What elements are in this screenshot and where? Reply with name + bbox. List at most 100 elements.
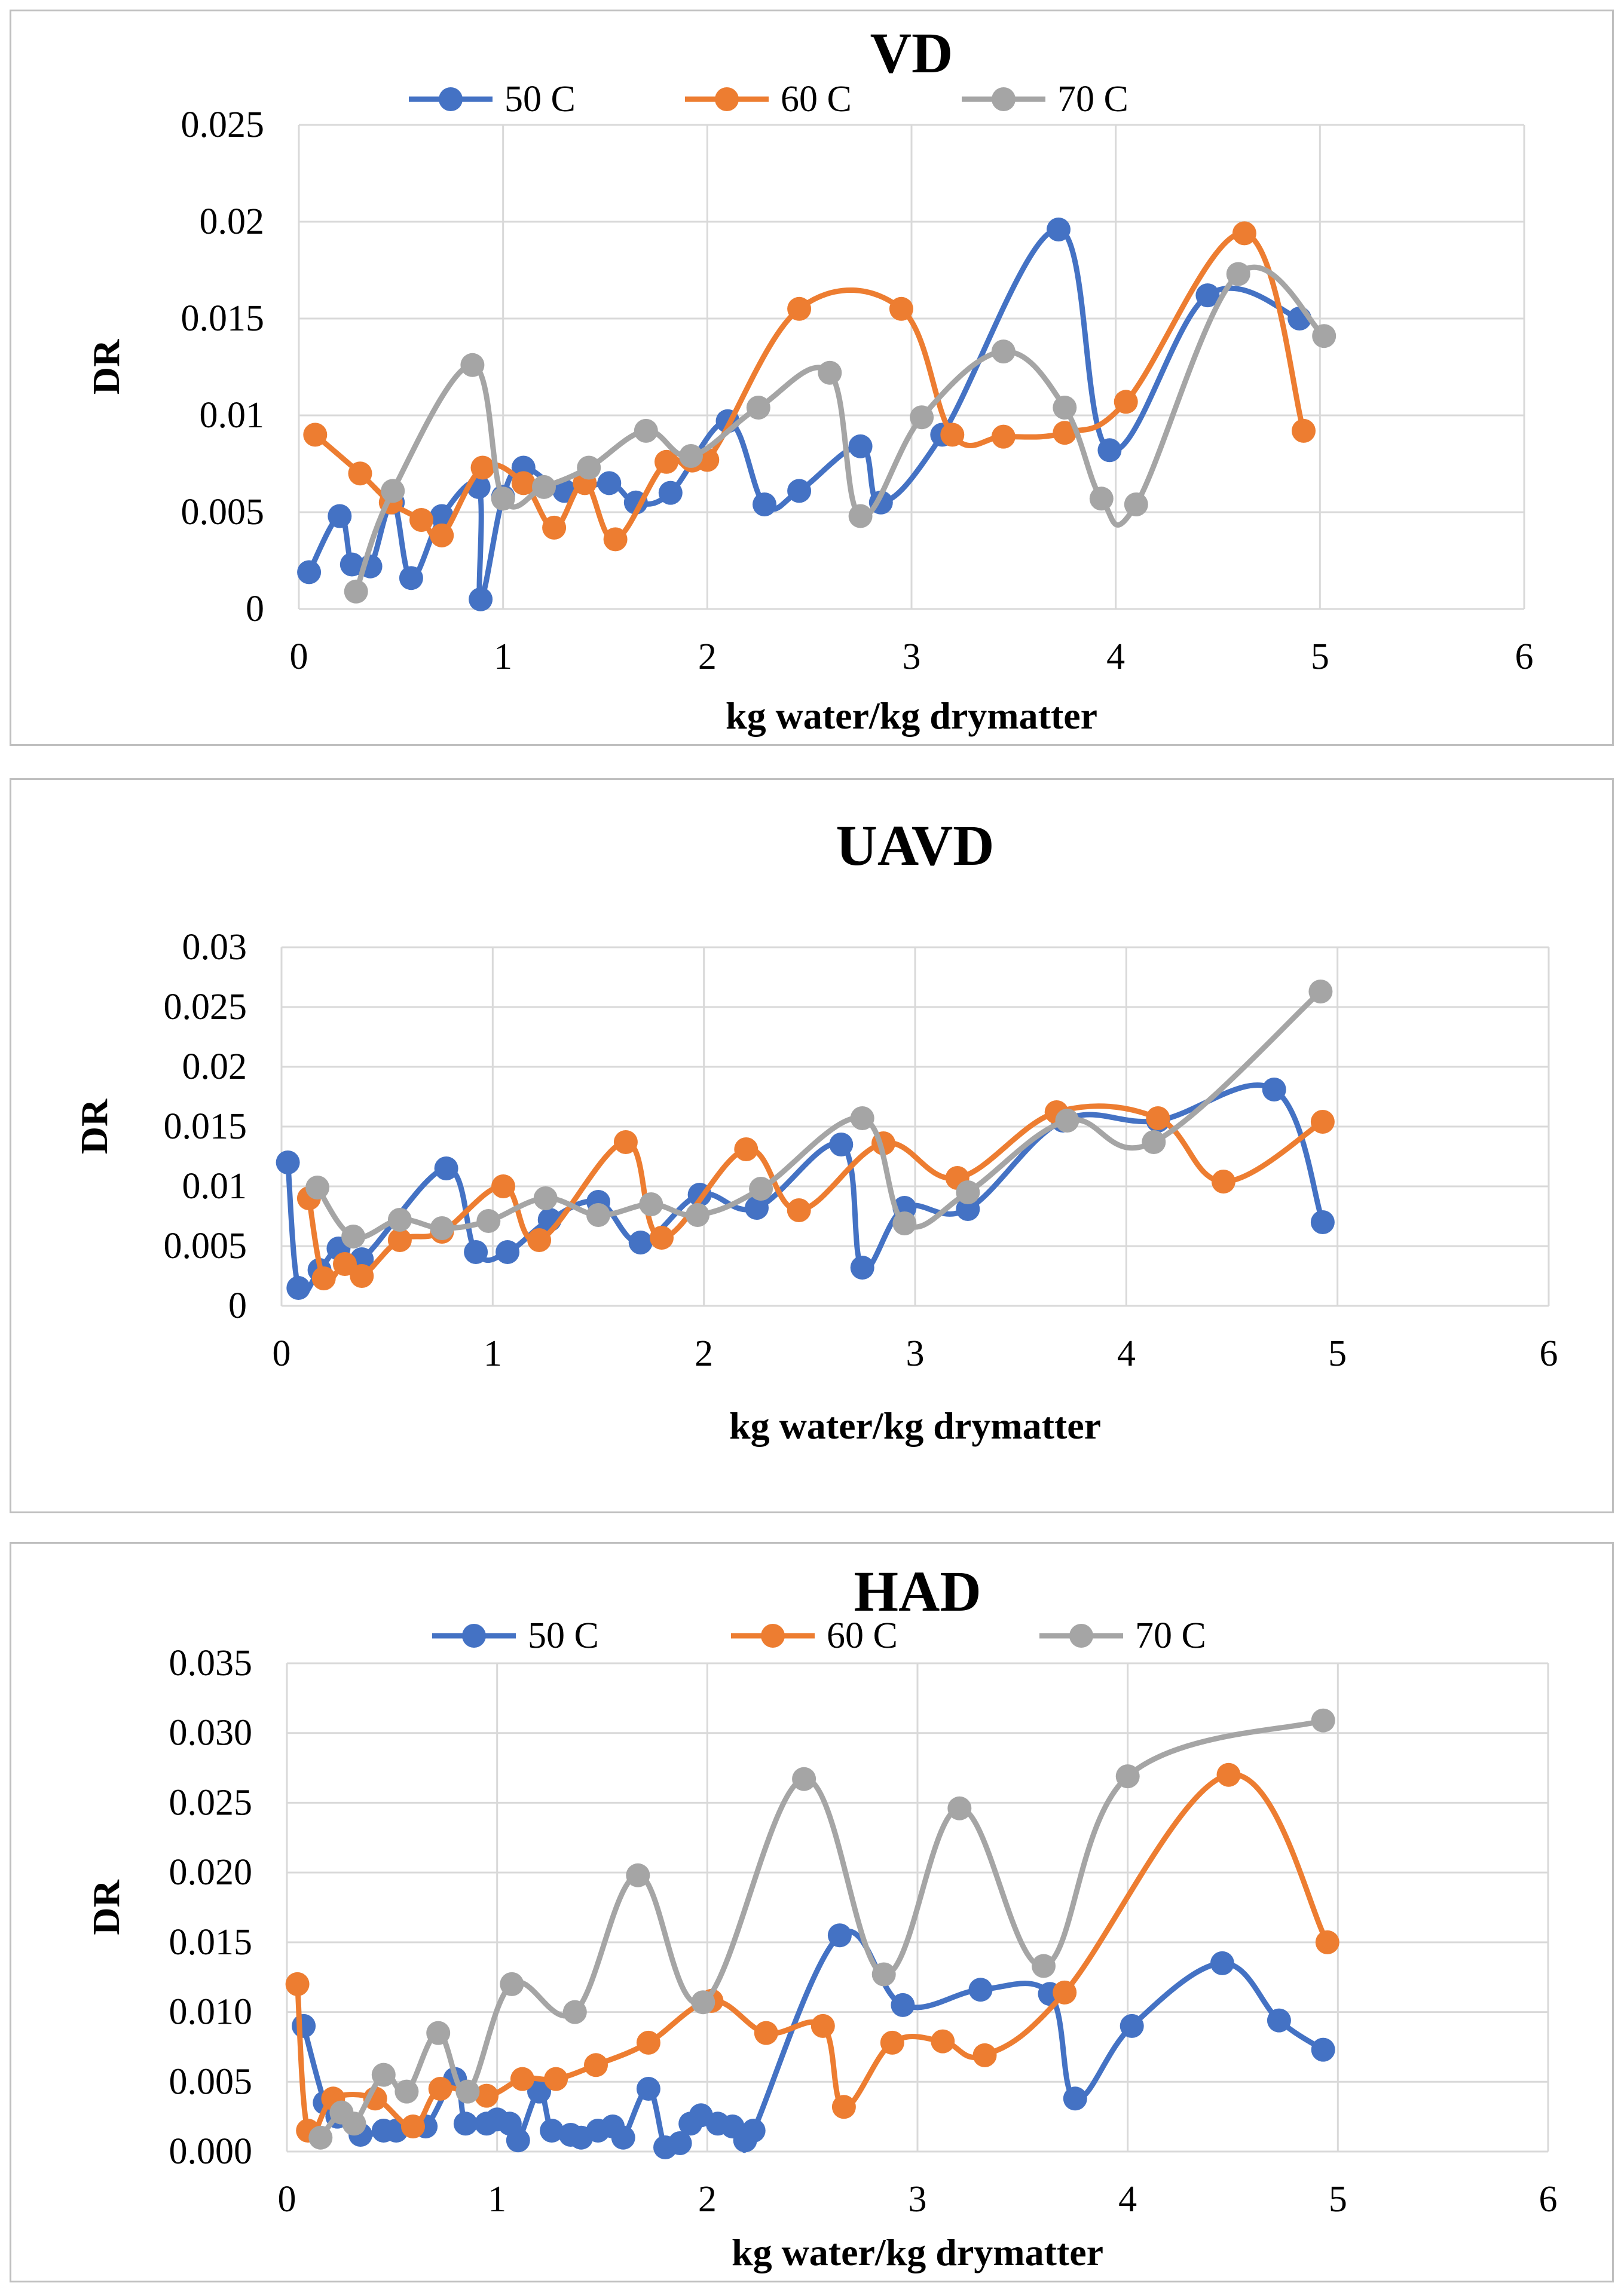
data-point <box>658 481 683 505</box>
data-point <box>577 455 601 480</box>
y-tick-label: 0.000 <box>169 2131 253 2172</box>
y-tick-label: 0.015 <box>181 298 265 339</box>
data-point <box>426 2021 451 2045</box>
data-point <box>792 1767 816 1791</box>
data-point <box>1114 390 1138 414</box>
y-tick-label: 0.005 <box>181 492 265 533</box>
data-point <box>1312 324 1336 348</box>
y-tick-label: 0.02 <box>200 201 265 242</box>
data-point <box>787 1198 811 1222</box>
data-point <box>603 527 628 552</box>
x-tick-label: 0 <box>290 637 308 677</box>
data-point <box>871 1962 896 1987</box>
data-point <box>342 2112 366 2136</box>
y-axis-title: DR <box>85 1880 127 1935</box>
data-point <box>850 1106 874 1130</box>
data-point <box>734 1137 759 1161</box>
x-tick-label: 5 <box>1328 1333 1347 1374</box>
data-point <box>910 405 934 430</box>
x-tick-label: 1 <box>494 637 512 677</box>
x-tick-label: 6 <box>1540 1333 1558 1374</box>
data-point <box>344 579 368 604</box>
data-point <box>1310 1110 1335 1134</box>
data-point <box>1120 2013 1144 2038</box>
chart-vd: 0 0.005 0.01 0.015 0.02 0.025 0 1 2 3 4 5 6 kg water/… <box>10 10 1614 746</box>
x-tick-label: 4 <box>1106 637 1125 677</box>
data-point <box>1267 2008 1291 2033</box>
data-point <box>1211 1170 1235 1194</box>
y-axis-title: DR <box>73 1098 115 1154</box>
x-tick-label: 2 <box>695 1333 713 1374</box>
data-point <box>276 1150 300 1174</box>
y-tick-label: 0.035 <box>169 1643 253 1684</box>
data-point <box>818 360 842 385</box>
x-axis-title: kg water/kg drymatter <box>729 1404 1101 1447</box>
x-tick-label: 3 <box>903 637 921 677</box>
data-point <box>562 2000 587 2024</box>
x-tick-label: 5 <box>1329 2179 1347 2220</box>
data-point <box>628 1231 653 1254</box>
data-point <box>1315 1930 1339 1954</box>
legend-label: 60 C <box>827 1615 898 1656</box>
data-point <box>1311 1708 1335 1733</box>
data-point <box>527 2079 551 2104</box>
data-point <box>636 2030 660 2055</box>
legend-label: 70 C <box>1135 1615 1206 1656</box>
data-point <box>428 2077 452 2101</box>
data-point <box>1142 1130 1166 1154</box>
x-tick-label: 6 <box>1515 637 1534 677</box>
data-point <box>340 552 364 577</box>
data-point <box>1311 2037 1335 2062</box>
data-point <box>746 396 770 420</box>
y-tick-label: 0.025 <box>181 105 265 145</box>
series-line-0 <box>306 227 1302 602</box>
data-point <box>496 1240 520 1264</box>
data-point <box>586 1203 610 1227</box>
legend-label: 50 C <box>528 1615 599 1656</box>
legend-label: 50 C <box>504 79 576 120</box>
y-tick-label: 0.03 <box>182 927 247 968</box>
chart-title: UAVD <box>836 813 995 877</box>
chart-uavd: 0 0.005 0.01 0.015 0.02 0.025 0.03 0 1 2 3 4 5 6 kg wa… <box>10 778 1614 1513</box>
data-point <box>827 1923 852 1948</box>
legend-marker <box>1069 1624 1093 1648</box>
legend-label: 60 C <box>781 79 852 120</box>
x-tick-label: 3 <box>909 2179 927 2220</box>
chart-title: VD <box>870 21 953 85</box>
data-point <box>754 2021 778 2045</box>
data-point <box>597 471 622 495</box>
data-point <box>584 2053 608 2077</box>
data-point <box>544 2067 568 2091</box>
legend-marker <box>992 87 1016 111</box>
y-tick-label: 0.005 <box>169 2061 253 2102</box>
y-tick-label: 0.015 <box>169 1922 253 1963</box>
data-point <box>387 1208 412 1232</box>
y-tick-label: 0.015 <box>164 1106 247 1147</box>
data-point <box>956 1197 980 1221</box>
data-point <box>1089 486 1114 511</box>
data-point <box>308 2125 333 2150</box>
y-tick-label: 0.025 <box>169 1782 253 1823</box>
y-tick-label: 0 <box>246 589 264 629</box>
data-point <box>511 471 536 495</box>
data-point <box>394 2079 419 2104</box>
x-axis-title: kg water/kg drymatter <box>732 2231 1103 2273</box>
data-point <box>303 423 328 447</box>
x-tick-label: 2 <box>698 2179 717 2220</box>
data-point <box>297 560 322 585</box>
data-point <box>476 1209 501 1233</box>
data-point <box>527 1228 552 1252</box>
data-point <box>1097 438 1122 463</box>
data-point <box>1195 283 1220 308</box>
data-point <box>848 434 873 458</box>
chart-panel-uavd: 0 0.005 0.01 0.015 0.02 0.025 0.03 0 1 2 3 4 5 6 kg wa… <box>10 778 1614 1516</box>
data-point <box>613 1130 638 1154</box>
data-point <box>655 449 678 474</box>
data-point <box>1115 1764 1140 1789</box>
chart-had: 0.000 0.005 0.010 0.015 0.020 0.025 0.030 0.035… <box>10 1542 1614 2282</box>
data-point <box>305 1176 330 1199</box>
legend-marker <box>761 1624 785 1648</box>
data-point <box>1063 2086 1087 2111</box>
data-point <box>1053 1980 1077 2005</box>
data-point <box>956 1180 980 1204</box>
